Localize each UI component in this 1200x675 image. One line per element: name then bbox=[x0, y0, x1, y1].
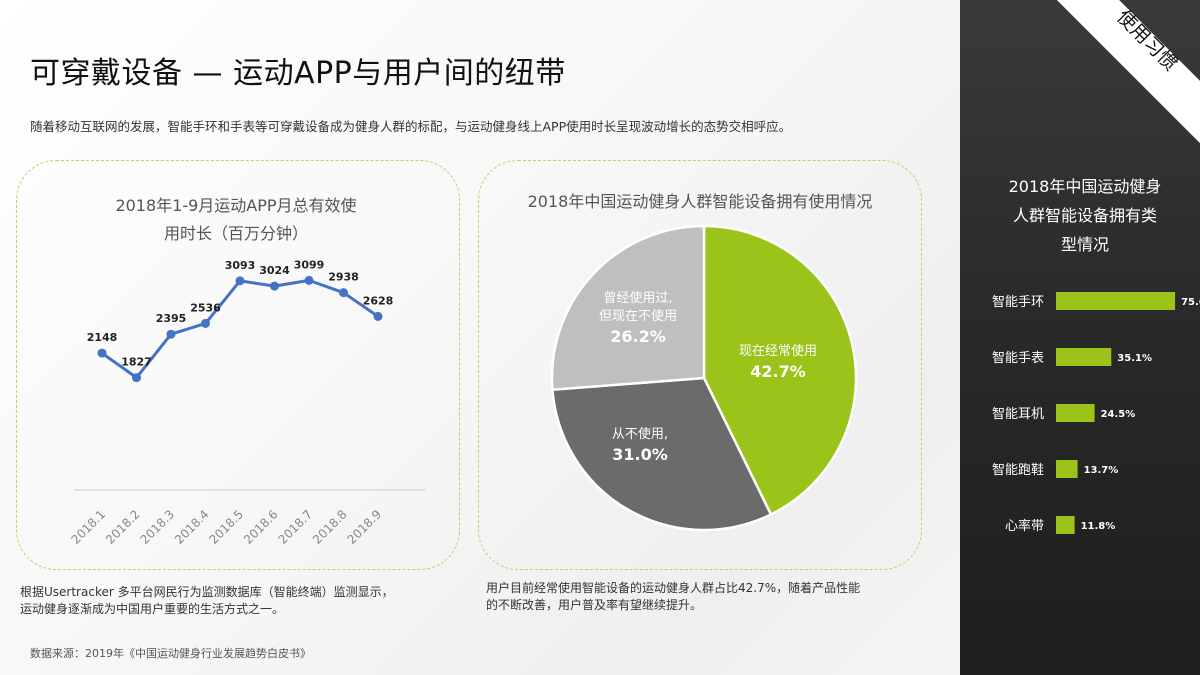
line-chart-title: 2018年1-9月运动APP月总有效使 用时长（百万分钟） bbox=[36, 192, 436, 248]
bar-chart-title-line1: 2018年中国运动健身 bbox=[1008, 177, 1162, 196]
bar bbox=[1056, 404, 1095, 422]
mid-note-line2: 的不断改善，用户普及率有望继续提升。 bbox=[486, 598, 703, 612]
bar-value-label: 11.8% bbox=[1081, 521, 1116, 532]
x-tick-label: 2018.2 bbox=[103, 507, 143, 547]
bar-chart: 智能手环 75.6% 智能手表 35.1% 智能耳机 24.5% 智能跑鞋 13.7% 心率带 1… bbox=[992, 292, 1200, 534]
bar-value-label: 13.7% bbox=[1084, 465, 1119, 476]
mid-note: 用户目前经常使用智能设备的运动健身人群占比42.7%，随着产品性能 的不断改善，… bbox=[486, 580, 860, 614]
line-chart-title-line1: 2018年1-9月运动APP月总有效使 bbox=[115, 196, 357, 215]
right-panel bbox=[960, 0, 1200, 675]
data-label: 2148 bbox=[87, 331, 118, 344]
left-note-line1: 根据Usertracker 多平台网民行为监测数据库（智能终端）监测显示， bbox=[20, 585, 394, 599]
data-label: 3093 bbox=[225, 259, 256, 272]
left-note: 根据Usertracker 多平台网民行为监测数据库（智能终端）监测显示， 运动… bbox=[20, 584, 394, 618]
pie-chart-panel bbox=[478, 160, 922, 570]
bar-category-label: 心率带 bbox=[1005, 518, 1044, 534]
bar-value-label: 24.5% bbox=[1101, 409, 1136, 420]
data-source: 数据来源：2019年《中国运动健身行业发展趋势白皮书》 bbox=[30, 647, 311, 660]
x-tick-label: 2018.8 bbox=[310, 507, 350, 547]
x-tick-label: 2018.9 bbox=[345, 507, 385, 547]
pie-chart: 现在经常使用 42.7% 从不使用, 31.0% 曾经使用过, 但现在不使用 26.2% bbox=[550, 224, 858, 532]
data-label: 2628 bbox=[363, 294, 394, 307]
data-label: 2395 bbox=[156, 312, 187, 325]
pie-slice bbox=[550, 224, 706, 392]
bar-chart-title-line3: 型情况 bbox=[1060, 235, 1109, 254]
data-label: 3099 bbox=[294, 258, 325, 271]
page-title: 可穿戴设备 — 运动APP与用户间的纽带 bbox=[30, 56, 566, 91]
data-point bbox=[235, 276, 245, 286]
x-tick-label: 2018.6 bbox=[241, 507, 281, 547]
pie-slice-label-line2: 但现在不使用 bbox=[599, 308, 677, 324]
data-point bbox=[201, 318, 210, 328]
bar-category-label: 智能耳机 bbox=[992, 407, 1044, 422]
data-point bbox=[166, 329, 176, 339]
bar bbox=[1056, 292, 1176, 310]
line-chart-panel bbox=[16, 160, 460, 570]
data-point bbox=[97, 348, 107, 358]
bar-chart-title: 2018年中国运动健身 人群智能设备拥有类 型情况 bbox=[970, 172, 1200, 259]
line-chart-title-line2: 用时长（百万分钟） bbox=[163, 224, 308, 243]
data-point bbox=[339, 288, 348, 298]
pie-slice-label: 现在经常使用 bbox=[739, 343, 817, 359]
data-point bbox=[132, 373, 141, 383]
x-tick-label: 2018.1 bbox=[69, 507, 109, 547]
x-tick-label: 2018.4 bbox=[172, 507, 212, 547]
bar-value-label: 75.6% bbox=[1181, 297, 1200, 308]
pie-chart-title: 2018年中国运动健身人群智能设备拥有使用情况 bbox=[527, 192, 873, 211]
mid-note-line1: 用户目前经常使用智能设备的运动健身人群占比42.7%，随着产品性能 bbox=[486, 581, 861, 595]
data-point bbox=[270, 281, 279, 291]
data-label: 3024 bbox=[259, 264, 290, 277]
data-label: 2938 bbox=[328, 271, 359, 284]
bar-chart-title-line2: 人群智能设备拥有类 bbox=[1012, 206, 1157, 225]
pie-slice-value: 31.0% bbox=[612, 445, 668, 464]
bar-value-label: 35.1% bbox=[1117, 353, 1152, 364]
data-point bbox=[373, 311, 383, 321]
x-tick-label: 2018.5 bbox=[207, 507, 247, 547]
pie-slice-label: 从不使用, bbox=[612, 426, 668, 442]
pie-slice bbox=[702, 224, 858, 517]
bar bbox=[1056, 516, 1075, 534]
data-label: 2536 bbox=[190, 301, 221, 314]
pie-slice-value: 42.7% bbox=[750, 362, 806, 381]
bar bbox=[1056, 460, 1078, 478]
bar-category-label: 智能手表 bbox=[992, 351, 1044, 366]
bar-category-label: 智能跑鞋 bbox=[992, 462, 1044, 478]
data-label: 1827 bbox=[121, 356, 152, 369]
x-tick-label: 2018.3 bbox=[138, 507, 178, 547]
bar-category-label: 智能手环 bbox=[992, 295, 1044, 310]
pie-slice-value: 26.2% bbox=[610, 327, 666, 346]
left-note-line2: 运动健身逐渐成为中国用户重要的生活方式之一。 bbox=[20, 602, 285, 616]
bar bbox=[1056, 348, 1112, 366]
x-tick-label: 2018.7 bbox=[276, 507, 316, 547]
line-chart: 2148 2018.1 1827 2018.2 2395 2018.3 2536 2018.4… bbox=[69, 258, 426, 547]
pie-slice-label: 曾经使用过, bbox=[603, 290, 672, 306]
pie-slice bbox=[551, 376, 773, 532]
page-subtitle: 随着移动互联网的发展，智能手环和手表等可穿戴设备成为健身人群的标配，与运动健身线… bbox=[30, 119, 792, 134]
data-point bbox=[304, 275, 314, 285]
